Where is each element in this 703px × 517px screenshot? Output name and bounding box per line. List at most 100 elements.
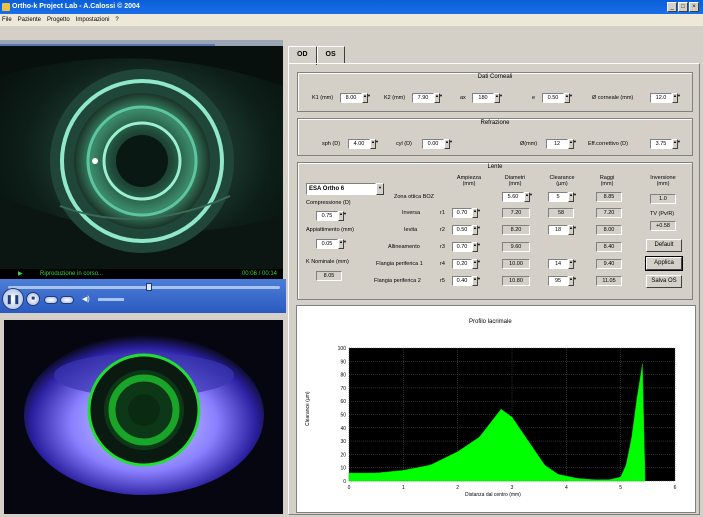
- allineamento-ampiezza-field[interactable]: 0.70: [452, 242, 472, 252]
- k-nominale-value: 8.05: [316, 271, 342, 281]
- appiattimento-spinner[interactable]: ▲▼: [338, 239, 347, 249]
- appiattimento-field[interactable]: 0.05: [316, 239, 338, 249]
- pause-button[interactable]: ❚❚: [2, 288, 24, 310]
- axis-label: ax: [460, 95, 466, 101]
- compressione-field[interactable]: 0.75: [316, 211, 338, 221]
- k-nominale-label: K Nominale (mm): [306, 259, 349, 265]
- boz-radius-value: 8.85: [596, 192, 622, 202]
- seek-thumb[interactable]: [146, 283, 152, 291]
- seek-track[interactable]: [8, 286, 280, 289]
- ievita-ampiezza-spinner[interactable]: ▲▼: [472, 225, 481, 235]
- appiattimento-label: Appiattimento (mm): [306, 227, 354, 233]
- rewind-button[interactable]: [44, 296, 58, 304]
- clearance-point: [430, 464, 431, 466]
- lens-model-dropdown-icon[interactable]: ▼: [376, 183, 384, 195]
- zone-diameter-spinner[interactable]: ▲▼: [568, 139, 577, 149]
- clearance-point: [620, 476, 622, 478]
- k2-spinner[interactable]: ▲▼: [434, 93, 443, 103]
- e-field[interactable]: 0.50: [542, 93, 564, 103]
- k2-label: K2 (mm): [384, 95, 406, 101]
- boz-diameter-spinner[interactable]: ▲▼: [524, 192, 533, 202]
- topography-video: [4, 320, 283, 514]
- inversa-ampiezza-spinner[interactable]: ▲▼: [472, 208, 481, 218]
- row-label-inversa: Inversa: [402, 210, 421, 216]
- flangia1-clearance-field[interactable]: 14: [548, 259, 568, 269]
- chart-ylabel: Clearance (µm): [305, 391, 311, 426]
- y-tick-label: 60: [340, 399, 346, 405]
- tab-os[interactable]: OS: [316, 46, 345, 63]
- header-inversione: Inversione (mm): [650, 175, 676, 187]
- forward-button[interactable]: [60, 296, 74, 304]
- volume-slider[interactable]: [98, 298, 124, 301]
- play-indicator-icon: ▶: [18, 271, 23, 277]
- flangia2-ampiezza-field[interactable]: 0.40: [452, 276, 472, 286]
- y-tick-label: 100: [338, 346, 347, 352]
- menu-impostazioni[interactable]: Impostazioni: [75, 17, 110, 23]
- ievita-clearance-field[interactable]: 18: [548, 225, 568, 235]
- ievita-ampiezza-field[interactable]: 0.50: [452, 225, 472, 235]
- ievita-clearance-spinner[interactable]: ▲▼: [568, 225, 577, 235]
- minimize-button[interactable]: _: [667, 2, 677, 12]
- default-button[interactable]: Default: [646, 239, 682, 252]
- flangia1-clearance-spinner[interactable]: ▲▼: [568, 259, 577, 269]
- flangia1-ampiezza-spinner[interactable]: ▲▼: [472, 259, 481, 269]
- x-tick-label: 3: [511, 485, 514, 491]
- flangia2-radius-value: 11.05: [596, 276, 622, 286]
- boz-clearance-spinner[interactable]: ▲▼: [568, 192, 577, 202]
- x-tick-label: 1: [402, 485, 405, 491]
- video-seek-top[interactable]: [0, 44, 215, 47]
- applica-button[interactable]: Applica: [645, 256, 683, 271]
- k1-spinner[interactable]: ▲▼: [362, 93, 371, 103]
- boz-diameter-field[interactable]: 5.60: [502, 192, 524, 202]
- eye-video-image: [0, 46, 283, 269]
- menu-bar: File Paziente Progetto Impostazioni ?: [0, 14, 703, 26]
- y-tick-label: 90: [340, 359, 346, 365]
- lens-model-select[interactable]: ESA Ortho 6: [306, 183, 376, 195]
- corneal-diameter-field[interactable]: 12.0: [650, 93, 672, 103]
- axis-field[interactable]: 180: [472, 93, 494, 103]
- clearance-point: [642, 363, 643, 365]
- eff-correttivo-spinner[interactable]: ▲▼: [672, 139, 681, 149]
- clearance-point: [527, 440, 529, 442]
- media-control-bar: ❚❚ ■ ◀): [0, 279, 286, 313]
- inversa-radius-value: 7.20: [596, 208, 622, 218]
- compressione-label: Compressione (D): [306, 200, 351, 206]
- k1-field[interactable]: 8.00: [340, 93, 362, 103]
- menu-file[interactable]: File: [2, 17, 12, 23]
- cyl-spinner[interactable]: ▲▼: [444, 139, 453, 149]
- sph-spinner[interactable]: ▲▼: [370, 139, 379, 149]
- k2-field[interactable]: 7.90: [412, 93, 434, 103]
- tab-od[interactable]: OD: [288, 46, 317, 65]
- flangia2-clearance-spinner[interactable]: ▲▼: [568, 276, 577, 286]
- zone-diameter-field[interactable]: 12: [546, 139, 568, 149]
- boz-clearance-field[interactable]: 5: [548, 192, 568, 202]
- y-tick-label: 10: [340, 466, 346, 472]
- eff-correttivo-field[interactable]: 3.75: [650, 139, 672, 149]
- allineamento-ampiezza-spinner[interactable]: ▲▼: [472, 242, 481, 252]
- flangia1-ampiezza-field[interactable]: 0.20: [452, 259, 472, 269]
- salva-os-button[interactable]: Salva OS: [646, 275, 682, 288]
- close-button[interactable]: ×: [689, 2, 699, 12]
- cyl-field[interactable]: 0.00: [422, 139, 444, 149]
- flangia2-ampiezza-spinner[interactable]: ▲▼: [472, 276, 481, 286]
- inversa-ampiezza-field[interactable]: 0.70: [452, 208, 472, 218]
- chart-xlabel: Distanza dal centro (mm): [465, 492, 521, 498]
- clearance-point: [375, 472, 377, 474]
- speaker-icon[interactable]: ◀): [82, 296, 90, 303]
- axis-spinner[interactable]: ▲▼: [494, 93, 503, 103]
- compressione-spinner[interactable]: ▲▼: [338, 211, 347, 221]
- cyl-label: cyl (D): [396, 141, 412, 147]
- flangia2-clearance-field[interactable]: 95: [548, 276, 568, 286]
- menu-progetto[interactable]: Progetto: [47, 17, 70, 23]
- corneal-diameter-spinner[interactable]: ▲▼: [672, 93, 681, 103]
- clearance-point: [557, 473, 559, 475]
- maximize-button[interactable]: □: [678, 2, 688, 12]
- sph-field[interactable]: 4.00: [348, 139, 370, 149]
- menu-paziente[interactable]: Paziente: [17, 17, 42, 23]
- e-label: e: [532, 95, 536, 101]
- e-spinner[interactable]: ▲▼: [564, 93, 573, 103]
- clearance-point: [500, 408, 502, 410]
- stop-button[interactable]: ■: [26, 292, 40, 306]
- menu-help[interactable]: ?: [115, 17, 119, 23]
- eff-correttivo-label: Eff.correttivo (D): [588, 141, 628, 147]
